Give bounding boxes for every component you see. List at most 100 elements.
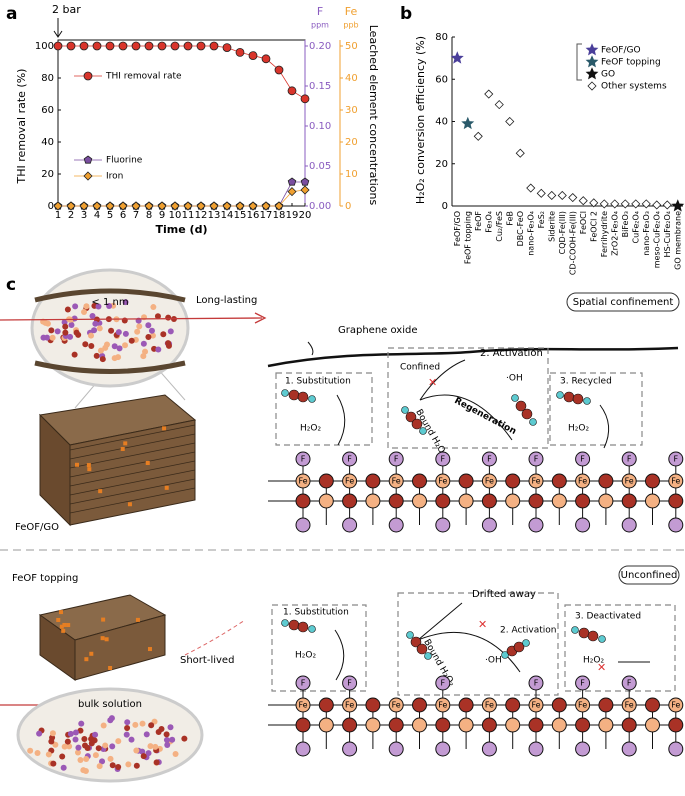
marker [83, 155, 93, 164]
atom [108, 715, 115, 722]
molecule-atom [308, 625, 316, 633]
marker [261, 201, 271, 211]
atom [101, 617, 106, 622]
atom [122, 342, 129, 349]
x-tick-label: 7 [133, 210, 139, 221]
o-atom [598, 473, 614, 489]
f-atom [528, 741, 544, 757]
atom [62, 323, 69, 330]
f-atom [621, 517, 637, 533]
x-tick-label: ZrO2-Fe₃O₄ [610, 211, 619, 256]
atom [104, 637, 109, 642]
atom-label: F [580, 455, 585, 464]
atom-label: Fe [531, 701, 540, 710]
f-atom [435, 517, 451, 533]
atom [54, 328, 61, 335]
marker [652, 200, 662, 210]
atom [68, 321, 75, 328]
atom [150, 304, 157, 311]
atom [167, 328, 174, 335]
y-tick-label: 80 [435, 32, 448, 43]
y3-tick-label: 50 [345, 41, 358, 52]
atom [81, 308, 88, 315]
atom-label: Fe [671, 477, 680, 486]
reagent-label: H₂O₂ [568, 424, 589, 434]
atom [89, 312, 96, 319]
step-label: 2. Activation [480, 348, 543, 359]
atom [91, 737, 98, 744]
o-atom [365, 697, 381, 713]
x-tick-label: FeOF/GO [453, 211, 462, 246]
y3-tick-label: 0 [345, 201, 351, 212]
x-tick-label: 12 [195, 210, 208, 221]
f-atom [528, 675, 544, 691]
atom [133, 747, 140, 754]
step-label: 1. Substitution [285, 377, 351, 387]
layer [69, 478, 196, 505]
atom [82, 742, 89, 749]
atom [169, 736, 176, 743]
f-atom [575, 741, 591, 757]
molecule-atom [529, 418, 537, 426]
y-tick-label: 40 [41, 137, 54, 148]
marker [83, 71, 93, 81]
y3-tick-label: 40 [345, 73, 358, 84]
molecule-atom [419, 427, 427, 435]
x-tick-label: 16 [247, 210, 260, 221]
atom [120, 446, 125, 451]
o-atom [342, 493, 358, 509]
atom-label: Fe [578, 477, 587, 486]
atom-label: F [394, 455, 399, 464]
atom [163, 736, 170, 743]
y2-tick-label: 0.15 [309, 81, 331, 92]
atom [122, 330, 129, 337]
confined-illustration: < 1 nm Long-lasting FeOF/GO [0, 268, 267, 533]
f-atom [388, 741, 404, 757]
molecule-atom [410, 636, 422, 648]
atom [59, 753, 66, 760]
x-tick-label: CD-COOH-Fe(III) [568, 211, 577, 275]
atom [61, 628, 66, 633]
o-atom [551, 697, 567, 713]
spacing-label: < 1 nm [91, 297, 128, 308]
legend-bracket [576, 43, 582, 81]
x-tick-label: 14 [221, 210, 234, 221]
marker [222, 43, 232, 52]
atom-label: Fe [298, 701, 307, 710]
atom-label: F [627, 679, 632, 688]
atom [49, 334, 56, 341]
atom [40, 334, 47, 341]
y2-tick-label: 0.10 [309, 121, 331, 132]
atom-label: Fe [438, 477, 447, 486]
y-tick-label: 80 [41, 73, 54, 84]
layer [69, 424, 196, 451]
molecule-atom [515, 400, 527, 412]
layer [69, 469, 196, 496]
y2-unit: ppm [311, 21, 329, 30]
atom-label: F [301, 455, 306, 464]
atom [98, 489, 103, 494]
x-tick-label: FeOF [474, 211, 483, 231]
atom [75, 744, 82, 751]
fe-atom [458, 493, 474, 509]
o-atom [342, 717, 358, 733]
legend-label: THI removal rate [105, 72, 182, 82]
x-tick-label: 6 [120, 210, 126, 221]
legend-label: FeOF/GO [601, 46, 641, 56]
y2-tick-label: 0.20 [309, 41, 331, 52]
atom-label: F [487, 455, 492, 464]
o-atom [645, 473, 660, 489]
fe-atom [318, 717, 334, 733]
marker [66, 41, 76, 51]
atom [100, 722, 107, 729]
atom-label: F [440, 679, 445, 688]
blocked-mark: ✕ [478, 618, 487, 631]
f-atom [295, 675, 311, 691]
molecule-atom [587, 630, 599, 642]
f-atom [668, 451, 684, 467]
o-atom [412, 473, 427, 489]
marker [235, 201, 245, 211]
y3-title: Fe [345, 5, 358, 18]
atom [143, 731, 150, 738]
y-tick-label: 20 [41, 169, 54, 180]
